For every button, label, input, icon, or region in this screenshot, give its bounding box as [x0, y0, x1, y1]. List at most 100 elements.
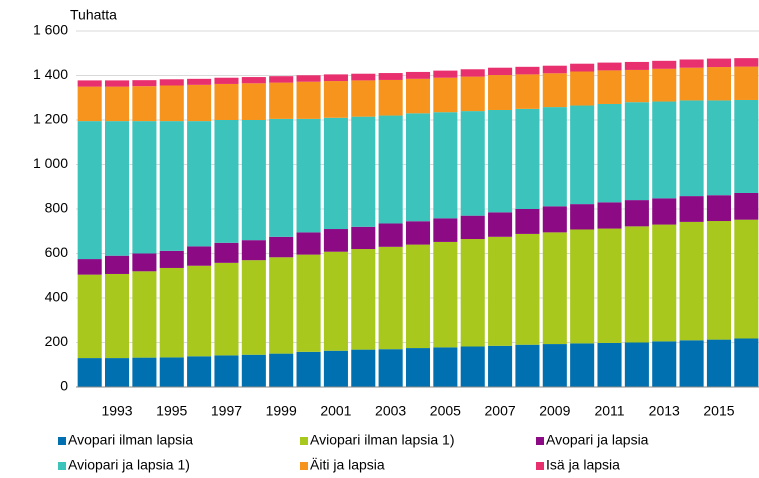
bar-segment [351, 73, 376, 81]
y-tick-label: 1 400 [33, 66, 68, 82]
bar-segment [488, 345, 513, 387]
x-tick-label: 2007 [485, 403, 516, 419]
bar-segment [159, 79, 184, 86]
bar-segment [460, 111, 485, 216]
bar-segment [187, 84, 212, 122]
bar-segment [624, 69, 649, 103]
bar-segment [679, 67, 704, 101]
x-tick-label: 2011 [594, 403, 624, 419]
bar-segment [679, 340, 704, 387]
x-tick-label: 1993 [101, 403, 132, 419]
bar-segment [105, 86, 130, 122]
bar-segment [351, 116, 376, 227]
bar-segment [159, 267, 184, 358]
bar-segment [460, 76, 485, 112]
bar-segment [269, 236, 294, 258]
bar-segment [652, 341, 677, 387]
bar-segment [597, 202, 622, 229]
bar-segment [269, 118, 294, 237]
bar-segment [159, 85, 184, 122]
bar-segment [132, 357, 157, 387]
bar-segment [378, 246, 403, 350]
bar-segment [433, 347, 458, 387]
legend-swatch [58, 462, 66, 470]
bar-segment [570, 105, 595, 205]
bar-segment [105, 273, 130, 359]
legend-swatch [300, 437, 308, 445]
bar-segment [187, 246, 212, 266]
bar-segment [706, 195, 731, 222]
bar-segment [570, 229, 595, 344]
bar-segment [296, 81, 321, 119]
bar-segment [77, 121, 102, 260]
bar-segment [488, 109, 513, 213]
bar-segment [488, 67, 513, 76]
bar-segment [734, 58, 759, 67]
bar-segment [706, 67, 731, 101]
bar-segment [77, 80, 102, 87]
legend-label: Aviopari ilman lapsia 1) [310, 432, 454, 448]
bar-segment [214, 355, 239, 387]
bar-segment [405, 113, 431, 222]
bar-segment [296, 351, 321, 387]
bar-segment [132, 80, 157, 87]
x-tick-label: 1997 [211, 403, 242, 419]
bar-segment [296, 118, 321, 233]
bar-segment [597, 103, 622, 203]
bar-segment [405, 71, 431, 79]
bar-segment [105, 121, 130, 256]
bar-segment [460, 215, 485, 240]
bar-segment [460, 239, 485, 347]
y-tick-label: 800 [45, 200, 69, 216]
y-axis-label: Tuhatta [70, 7, 117, 23]
x-tick-label: 2015 [703, 403, 734, 419]
bar-segment [214, 242, 239, 263]
x-tick-label: 2005 [430, 403, 461, 419]
x-tick-label: 2003 [375, 403, 406, 419]
bar-segment [706, 339, 731, 387]
bar-segment [214, 83, 239, 120]
x-tick-label: 2009 [539, 403, 570, 419]
bar-segment [624, 226, 649, 343]
x-tick-label: 1999 [266, 403, 297, 419]
bar-segment [132, 121, 157, 254]
bar-segment [734, 219, 759, 339]
bar-segment [433, 77, 458, 113]
bar-segment [624, 102, 649, 201]
bar-segment [460, 346, 485, 387]
bar-segment [159, 121, 184, 251]
bar-segment [488, 212, 513, 237]
bar-segment [132, 271, 157, 358]
bar-segment [351, 80, 376, 117]
bar-segment [187, 78, 212, 85]
bar-segment [542, 232, 567, 345]
bar-segment [241, 77, 266, 84]
bar-segment [214, 77, 239, 84]
bar-segment [105, 358, 130, 387]
bar-segment [706, 221, 731, 340]
bar-segment [734, 338, 759, 387]
bar-segment [214, 262, 239, 356]
y-tick-label: 1 200 [33, 111, 68, 127]
bar-segment [269, 76, 294, 83]
y-tick-label: 200 [45, 333, 69, 349]
bar-segment [159, 250, 184, 268]
bar-segment [378, 115, 403, 224]
bar-segment [597, 342, 622, 387]
bar-segment [515, 108, 540, 209]
bar-segment [405, 348, 431, 387]
bar-segment [378, 79, 403, 116]
legend-label: Avopari ja lapsia [546, 432, 649, 448]
bar-segment [515, 209, 540, 234]
bar-segment [269, 257, 294, 354]
legend-label: Äiti ja lapsia [310, 457, 385, 473]
bar-segment [542, 206, 567, 233]
legend-swatch [58, 437, 66, 445]
bar-segment [597, 62, 622, 71]
x-tick-label: 2001 [320, 403, 351, 419]
bar-segment [734, 99, 759, 193]
bar-segment [323, 251, 348, 351]
bar-segment [378, 349, 403, 387]
bar-segment [241, 83, 266, 120]
